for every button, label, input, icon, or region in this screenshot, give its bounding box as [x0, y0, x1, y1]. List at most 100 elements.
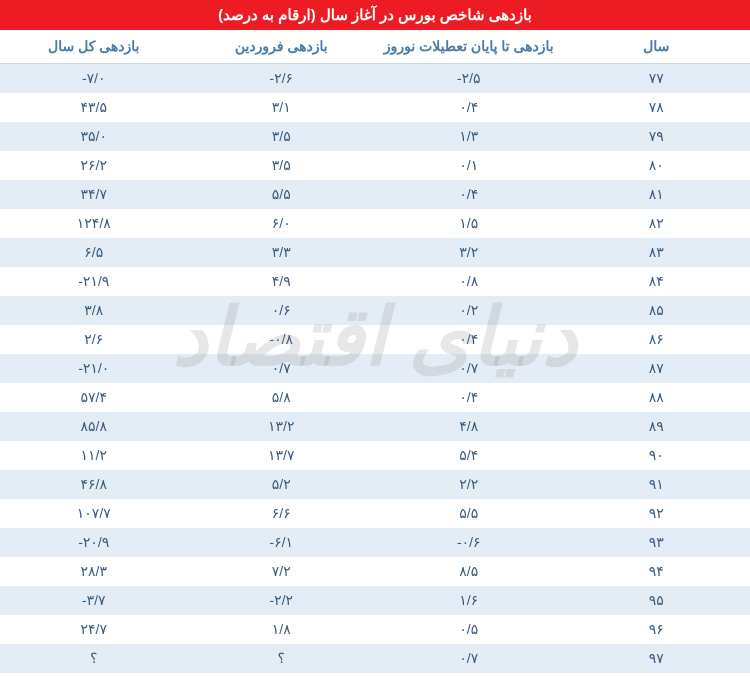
- table-row: ۷۷-۲/۵-۲/۶-۷/۰: [0, 64, 750, 94]
- cell-farvardin: -۲/۲: [188, 586, 376, 615]
- cell-year: ۷۹: [563, 122, 750, 151]
- cell-fullyear: ۴۶/۸: [0, 470, 188, 499]
- cell-year: ۸۴: [563, 267, 750, 296]
- cell-fullyear: ؟: [0, 644, 188, 673]
- cell-year: ۸۰: [563, 151, 750, 180]
- table-row: ۹۵۱/۶-۲/۲-۳/۷: [0, 586, 750, 615]
- header-farvardin: بازدهی فروردین: [188, 30, 376, 64]
- cell-year: ۷۸: [563, 93, 750, 122]
- cell-year: ۸۳: [563, 238, 750, 267]
- cell-year: ۹۳: [563, 528, 750, 557]
- cell-nowruz: ۰/۱: [375, 151, 563, 180]
- cell-fullyear: ۳/۸: [0, 296, 188, 325]
- cell-farvardin: ۱۳/۲: [188, 412, 376, 441]
- cell-nowruz: ۳/۲: [375, 238, 563, 267]
- cell-farvardin: ۱۳/۷: [188, 441, 376, 470]
- cell-fullyear: ۸۵/۸: [0, 412, 188, 441]
- cell-farvardin: -۰/۸: [188, 325, 376, 354]
- cell-nowruz: ۱/۶: [375, 586, 563, 615]
- table-container: بازدهی شاخص بورس در آغاز سال (ارقام به د…: [0, 0, 750, 673]
- cell-year: ۹۰: [563, 441, 750, 470]
- table-title: بازدهی شاخص بورس در آغاز سال (ارقام به د…: [0, 0, 750, 30]
- cell-year: ۸۱: [563, 180, 750, 209]
- table-row: ۹۴۸/۵۷/۲۲۸/۳: [0, 557, 750, 586]
- cell-fullyear: -۷/۰: [0, 64, 188, 94]
- table-row: ۷۸۰/۴۳/۱۴۳/۵: [0, 93, 750, 122]
- cell-farvardin: ۵/۵: [188, 180, 376, 209]
- cell-farvardin: -۲/۶: [188, 64, 376, 94]
- table-body: ۷۷-۲/۵-۲/۶-۷/۰۷۸۰/۴۳/۱۴۳/۵۷۹۱/۳۳/۵۳۵/۰۸۰…: [0, 64, 750, 674]
- cell-nowruz: ۱/۵: [375, 209, 563, 238]
- cell-nowruz: -۰/۶: [375, 528, 563, 557]
- cell-fullyear: ۴۳/۵: [0, 93, 188, 122]
- cell-farvardin: ۶/۰: [188, 209, 376, 238]
- cell-farvardin: ۴/۹: [188, 267, 376, 296]
- table-row: ۸۹۴/۸۱۳/۲۸۵/۸: [0, 412, 750, 441]
- cell-fullyear: ۶/۵: [0, 238, 188, 267]
- cell-nowruz: ۰/۴: [375, 325, 563, 354]
- cell-year: ۹۵: [563, 586, 750, 615]
- cell-farvardin: ۳/۳: [188, 238, 376, 267]
- cell-year: ۹۷: [563, 644, 750, 673]
- cell-nowruz: ۰/۴: [375, 180, 563, 209]
- cell-fullyear: ۲۶/۲: [0, 151, 188, 180]
- cell-nowruz: ۲/۲: [375, 470, 563, 499]
- table-header: سال بازدهی تا پایان تعطیلات نوروز بازدهی…: [0, 30, 750, 64]
- table-row: ۸۲۱/۵۶/۰۱۲۴/۸: [0, 209, 750, 238]
- cell-fullyear: -۲۱/۹: [0, 267, 188, 296]
- cell-nowruz: ۰/۷: [375, 644, 563, 673]
- table-row: ۹۶۰/۵۱/۸۲۴/۷: [0, 615, 750, 644]
- cell-farvardin: ۰/۶: [188, 296, 376, 325]
- table-row: ۸۶۰/۴-۰/۸۲/۶: [0, 325, 750, 354]
- table-row: ۸۱۰/۴۵/۵۳۴/۷: [0, 180, 750, 209]
- table-row: ۹۳-۰/۶-۶/۱-۲۰/۹: [0, 528, 750, 557]
- cell-fullyear: ۱۰۷/۷: [0, 499, 188, 528]
- cell-year: ۹۴: [563, 557, 750, 586]
- cell-fullyear: ۳۴/۷: [0, 180, 188, 209]
- cell-farvardin: ۳/۱: [188, 93, 376, 122]
- cell-farvardin: -۶/۱: [188, 528, 376, 557]
- table-row: ۸۵۰/۲۰/۶۳/۸: [0, 296, 750, 325]
- cell-fullyear: ۵۷/۴: [0, 383, 188, 412]
- table-row: ۸۷۰/۷۰/۷-۲۱/۰: [0, 354, 750, 383]
- cell-nowruz: ۵/۵: [375, 499, 563, 528]
- table-row: ۸۳۳/۲۳/۳۶/۵: [0, 238, 750, 267]
- cell-farvardin: ؟: [188, 644, 376, 673]
- cell-nowruz: ۱/۳: [375, 122, 563, 151]
- data-table: سال بازدهی تا پایان تعطیلات نوروز بازدهی…: [0, 30, 750, 673]
- cell-year: ۹۲: [563, 499, 750, 528]
- table-row: ۹۱۲/۲۵/۲۴۶/۸: [0, 470, 750, 499]
- cell-fullyear: -۲۰/۹: [0, 528, 188, 557]
- cell-year: ۸۷: [563, 354, 750, 383]
- table-row: ۷۹۱/۳۳/۵۳۵/۰: [0, 122, 750, 151]
- cell-fullyear: ۲۴/۷: [0, 615, 188, 644]
- cell-fullyear: -۲۱/۰: [0, 354, 188, 383]
- cell-nowruz: ۵/۴: [375, 441, 563, 470]
- cell-nowruz: ۰/۲: [375, 296, 563, 325]
- cell-nowruz: ۰/۵: [375, 615, 563, 644]
- cell-year: ۷۷: [563, 64, 750, 94]
- cell-nowruz: -۲/۵: [375, 64, 563, 94]
- cell-nowruz: ۰/۷: [375, 354, 563, 383]
- cell-year: ۸۵: [563, 296, 750, 325]
- cell-farvardin: ۵/۸: [188, 383, 376, 412]
- cell-farvardin: ۳/۵: [188, 122, 376, 151]
- header-nowruz: بازدهی تا پایان تعطیلات نوروز: [375, 30, 563, 64]
- cell-year: ۹۱: [563, 470, 750, 499]
- cell-nowruz: ۸/۵: [375, 557, 563, 586]
- cell-fullyear: ۱۲۴/۸: [0, 209, 188, 238]
- table-row: ۸۰۰/۱۳/۵۲۶/۲: [0, 151, 750, 180]
- cell-farvardin: ۵/۲: [188, 470, 376, 499]
- cell-fullyear: ۲/۶: [0, 325, 188, 354]
- cell-farvardin: ۶/۶: [188, 499, 376, 528]
- cell-nowruz: ۴/۸: [375, 412, 563, 441]
- cell-nowruz: ۰/۸: [375, 267, 563, 296]
- cell-nowruz: ۰/۴: [375, 93, 563, 122]
- cell-year: ۹۶: [563, 615, 750, 644]
- cell-farvardin: ۰/۷: [188, 354, 376, 383]
- table-row: ۹۲۵/۵۶/۶۱۰۷/۷: [0, 499, 750, 528]
- cell-farvardin: ۳/۵: [188, 151, 376, 180]
- table-row: ۹۰۵/۴۱۳/۷۱۱/۲: [0, 441, 750, 470]
- cell-farvardin: ۷/۲: [188, 557, 376, 586]
- table-row: ۸۴۰/۸۴/۹-۲۱/۹: [0, 267, 750, 296]
